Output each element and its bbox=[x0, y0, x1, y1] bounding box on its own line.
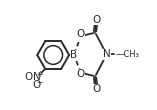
Text: N: N bbox=[33, 72, 41, 82]
Text: O: O bbox=[92, 15, 100, 25]
Text: +: + bbox=[36, 70, 42, 79]
Text: O: O bbox=[92, 84, 100, 94]
Text: B: B bbox=[70, 50, 77, 60]
Text: O: O bbox=[33, 80, 41, 90]
Text: —CH₃: —CH₃ bbox=[115, 50, 139, 59]
Text: N: N bbox=[103, 50, 111, 59]
Text: −: − bbox=[36, 78, 42, 87]
Text: O: O bbox=[25, 72, 33, 82]
Text: O: O bbox=[77, 70, 85, 79]
Text: O: O bbox=[77, 29, 85, 39]
